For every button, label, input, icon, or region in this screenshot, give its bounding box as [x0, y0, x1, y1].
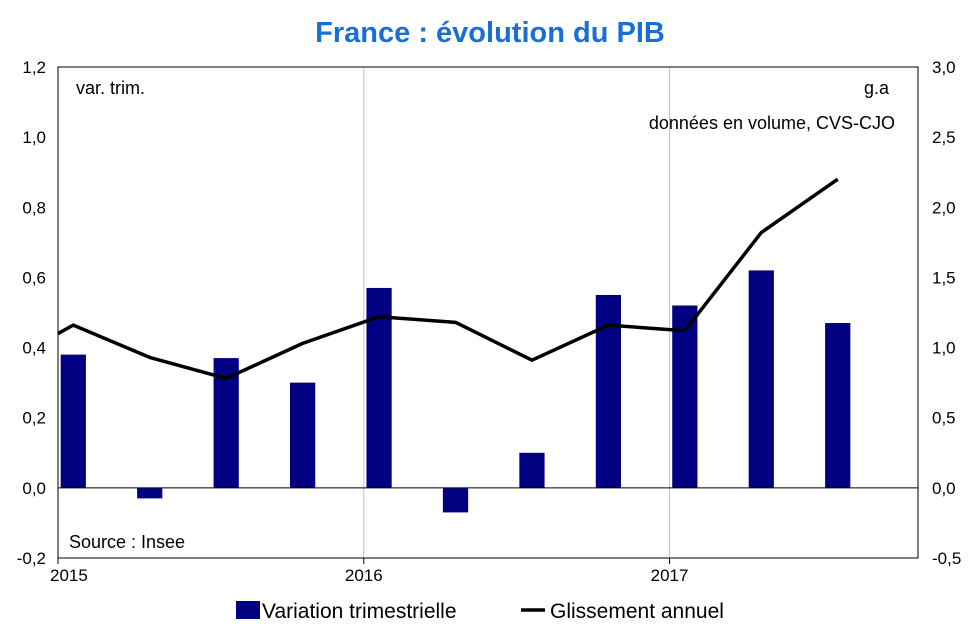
gridlines — [363, 67, 671, 558]
axes — [57, 66, 919, 564]
source-note: Source : Insee — [69, 532, 185, 552]
legend: Variation trimestrielle Glissement annue… — [236, 600, 724, 623]
bar — [442, 487, 469, 513]
right-tick-label: 0,5 — [932, 409, 956, 428]
right-tick-label: 3,0 — [932, 58, 956, 77]
right-tick-label: 0,0 — [932, 479, 956, 498]
right-tick-label: 1,0 — [932, 339, 956, 358]
bar — [519, 452, 545, 488]
left-axis-label: var. trim. — [76, 78, 145, 98]
bar — [137, 487, 163, 499]
legend-bar-swatch — [236, 601, 260, 619]
left-tick-label: 0,2 — [22, 409, 46, 428]
bar — [60, 354, 86, 488]
series-line — [57, 177, 839, 381]
x-tick-label: 2017 — [651, 566, 689, 585]
right-axis-label: g.a — [864, 78, 890, 98]
left-tick-label: 1,2 — [22, 58, 46, 77]
bar — [672, 305, 698, 488]
bar-series — [60, 270, 851, 513]
left-tick-label: -0,2 — [17, 549, 46, 568]
right-tick-label: 1,5 — [932, 268, 956, 287]
tick-labels: -0,2 0,0 0,2 0,4 0,6 0,8 1,0 1,2 -0,5 0,0 0,5 1,0 1,… — [17, 58, 962, 585]
bar — [290, 382, 316, 488]
bar — [748, 270, 774, 488]
line-series — [57, 177, 839, 381]
right-tick-label: 2,5 — [932, 128, 956, 147]
legend-line-label: Glissement annuel — [550, 600, 724, 623]
left-tick-label: 1,0 — [22, 128, 46, 147]
left-tick-label: 0,0 — [22, 479, 46, 498]
chart-subtitle: données en volume, CVS-CJO — [649, 113, 895, 133]
right-tick-label: -0,5 — [932, 549, 961, 568]
right-tick-label: 2,0 — [932, 198, 956, 217]
legend-bar-label: Variation trimestrielle — [262, 600, 457, 623]
x-tick-label: 2015 — [50, 566, 88, 585]
left-tick-label: 0,8 — [22, 198, 46, 217]
left-tick-label: 0,6 — [22, 268, 46, 287]
x-tick-label: 2016 — [345, 566, 383, 585]
chart-title: France : évolution du PIB — [315, 17, 665, 49]
left-tick-label: 0,4 — [22, 339, 46, 358]
bar — [825, 323, 851, 488]
plot-frame — [57, 66, 919, 559]
